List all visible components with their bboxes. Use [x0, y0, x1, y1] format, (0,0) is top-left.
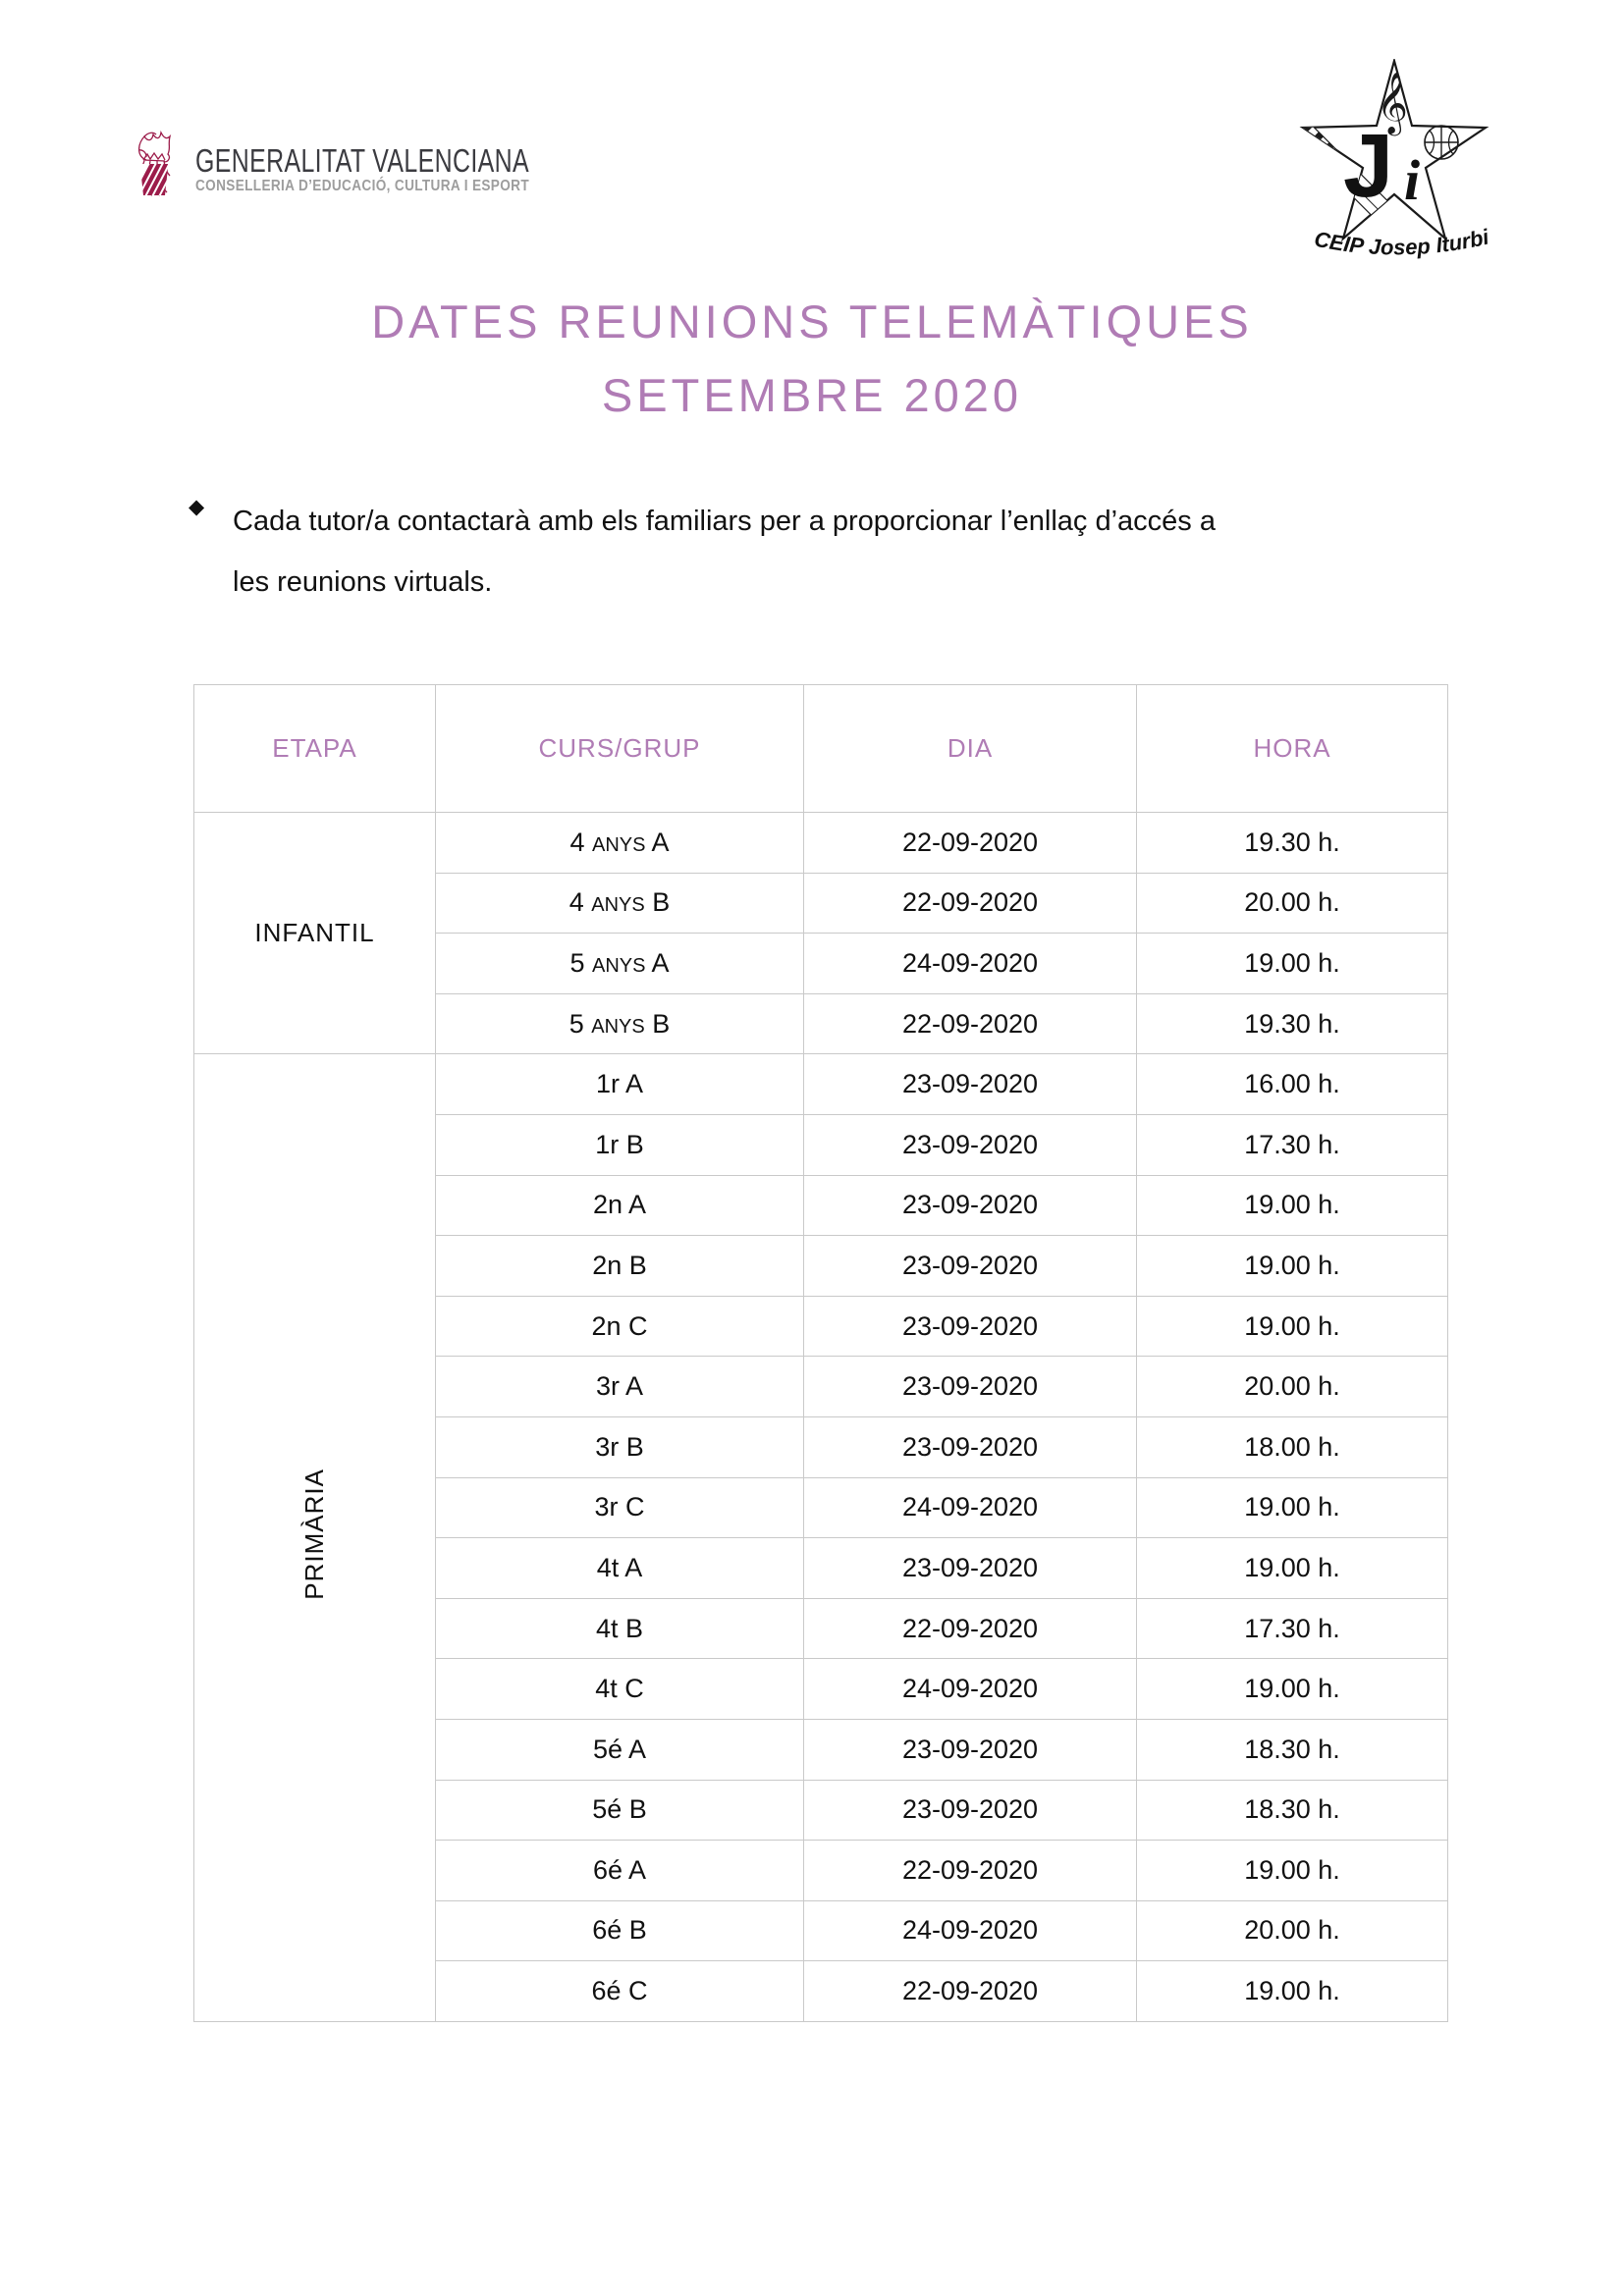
svg-text:i: i: [1404, 148, 1420, 212]
svg-text:J: J: [1343, 116, 1393, 216]
svg-text:GENERALITAT VALENCIANA: GENERALITAT VALENCIANA: [195, 142, 529, 179]
svg-text:CONSELLERIA D’EDUCACIÓ, CULTUR: CONSELLERIA D’EDUCACIÓ, CULTURA I ESPORT: [195, 177, 529, 194]
svg-text:CEIP Josep Iturbi: CEIP Josep Iturbi: [1313, 224, 1492, 259]
